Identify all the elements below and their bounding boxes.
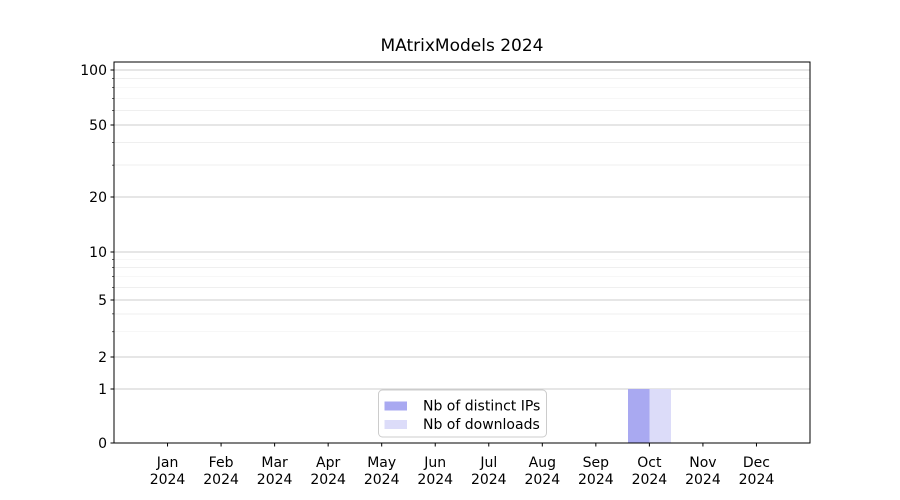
- x-tick-label-month-mar: Mar: [261, 455, 288, 471]
- y-tick-label-2: 2: [98, 350, 107, 366]
- x-tick-label-year-oct: 2024: [632, 472, 668, 488]
- x-tick-label-month-dec: Dec: [743, 455, 770, 471]
- bar-series: [627, 389, 671, 443]
- y-tick-label-0: 0: [98, 436, 107, 452]
- x-tick-label-month-nov: Nov: [689, 455, 716, 471]
- x-tick-label-month-jun: Jun: [423, 455, 446, 471]
- x-tick-label-year-aug: 2024: [524, 472, 560, 488]
- y-axis: 0 1 2 5 10 20 50 100: [80, 63, 114, 452]
- x-tick-label-year-apr: 2024: [310, 472, 346, 488]
- x-tick-label-month-aug: Aug: [529, 455, 556, 471]
- legend-swatch-distinct-ips: [384, 401, 407, 411]
- x-tick-label-month-apr: Apr: [316, 455, 340, 471]
- x-tick-label-year-jul: 2024: [471, 472, 507, 488]
- x-tick-label-year-nov: 2024: [685, 472, 721, 488]
- x-tick-label-year-mar: 2024: [257, 472, 293, 488]
- x-tick-label-month-sep: Sep: [583, 455, 610, 471]
- bar-oct-downloads: [649, 389, 671, 443]
- y-tick-label-100: 100: [80, 63, 107, 79]
- x-tick-label-year-dec: 2024: [739, 472, 775, 488]
- legend: Nb of distinct IPs Nb of downloads: [378, 389, 547, 438]
- y-tick-label-10: 10: [89, 245, 107, 261]
- x-tick-label-year-may: 2024: [364, 472, 400, 488]
- bar-oct-distinct-ips: [627, 389, 650, 443]
- legend-box: [378, 389, 547, 438]
- legend-swatch-downloads: [384, 420, 407, 429]
- minor-gridlines: [114, 77, 810, 333]
- x-tick-label-year-feb: 2024: [203, 472, 239, 488]
- legend-label-distinct-ips: Nb of distinct IPs: [423, 399, 540, 415]
- major-gridlines: [114, 69, 810, 390]
- x-tick-label-month-oct: Oct: [637, 455, 662, 471]
- y-tick-label-50: 50: [89, 118, 107, 134]
- chart-title: MAtrixModels 2024: [380, 36, 543, 56]
- x-tick-label-month-jan: Jan: [156, 455, 179, 471]
- x-axis: Jan2024Feb2024Mar2024Apr2024May2024Jun20…: [150, 443, 775, 488]
- x-tick-label-month-feb: Feb: [209, 455, 234, 471]
- y-tick-label-20: 20: [89, 190, 107, 206]
- legend-label-downloads: Nb of downloads: [423, 417, 540, 433]
- x-tick-label-month-may: May: [367, 455, 396, 471]
- y-tick-label-1: 1: [98, 382, 107, 398]
- x-tick-label-year-jun: 2024: [417, 472, 453, 488]
- y-tick-label-5: 5: [98, 293, 107, 309]
- x-tick-label-year-sep: 2024: [578, 472, 614, 488]
- x-tick-label-month-jul: Jul: [479, 455, 497, 471]
- x-tick-label-year-jan: 2024: [150, 472, 186, 488]
